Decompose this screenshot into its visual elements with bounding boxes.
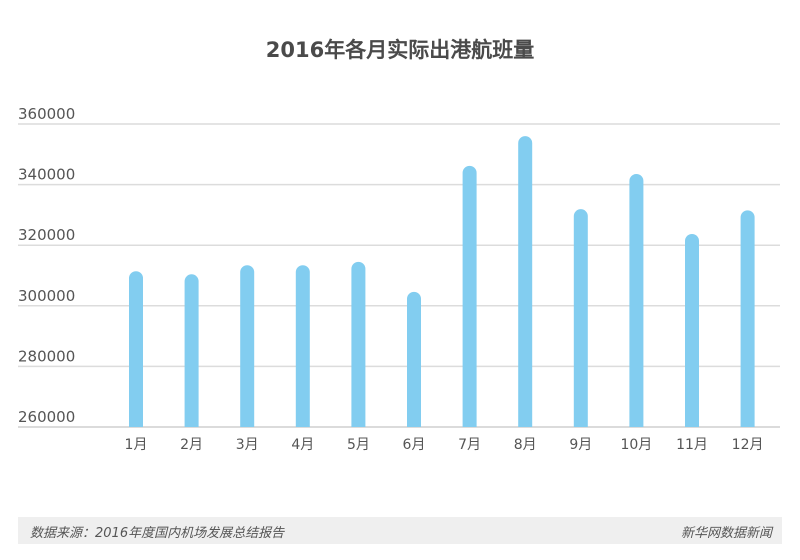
bar [295, 265, 310, 427]
y-tick-label: 260000 [18, 408, 75, 426]
x-tick-label: 4月 [291, 437, 314, 453]
x-tick-label: 7月 [458, 437, 481, 453]
y-tick-label: 300000 [18, 287, 75, 305]
y-tick-label: 340000 [18, 166, 75, 184]
bar [573, 209, 588, 427]
bar [351, 261, 366, 427]
bar [462, 165, 477, 427]
bar [184, 274, 199, 427]
bar [518, 136, 533, 428]
x-tick-label: 12月 [732, 437, 764, 453]
bar [129, 271, 143, 427]
chart-title: 2016年各月实际出港航班量 [265, 38, 535, 62]
footer-bar: 数据来源：2016年度国内机场发展总结报告 新华网数据新闻 [18, 517, 782, 544]
y-tick-label: 280000 [18, 347, 75, 365]
y-tick-label: 360000 [18, 105, 75, 123]
source-note: 数据来源：2016年度国内机场发展总结报告 [30, 526, 285, 541]
bar [240, 265, 255, 427]
bar [740, 210, 755, 427]
x-tick-label: 1月 [125, 437, 148, 453]
bar [629, 173, 644, 427]
x-tick-label: 10月 [620, 437, 652, 453]
y-tick-label: 320000 [18, 226, 75, 244]
bar [407, 291, 421, 427]
x-tick-label: 5月 [347, 437, 370, 453]
brand-label: 新华网数据新闻 [680, 526, 772, 541]
x-tick-label: 11月 [676, 437, 708, 453]
x-tick-label: 2月 [180, 437, 203, 453]
x-tick-label: 9月 [569, 437, 592, 453]
bar [685, 233, 699, 427]
x-tick-label: 6月 [403, 437, 426, 453]
x-tick-label: 3月 [236, 437, 259, 453]
x-tick-label: 8月 [514, 437, 537, 453]
